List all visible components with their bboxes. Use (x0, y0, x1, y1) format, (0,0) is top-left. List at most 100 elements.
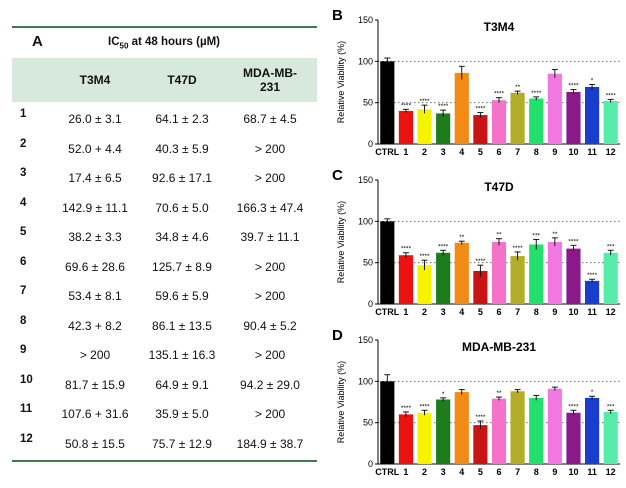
bar (491, 398, 507, 464)
bar (454, 72, 469, 144)
table-row: 8 42.3 + 8.2 86.1 ± 13.5 90.4 ± 5.2 (12, 313, 317, 333)
row-id: 9 (20, 344, 27, 356)
panel-letter-a: A (32, 33, 43, 50)
bar (510, 256, 525, 304)
x-tick-label: 6 (496, 307, 501, 317)
table-cell: 53.4 ± 8.1 (68, 289, 122, 303)
x-tick-label: 5 (478, 307, 483, 317)
significance-label: **** (438, 243, 449, 250)
table-cell: 142.9 ± 11.1 (62, 200, 128, 215)
significance-label: *** (607, 403, 615, 410)
significance-label: **** (587, 272, 598, 279)
bar (547, 73, 562, 144)
significance-label: **** (401, 102, 412, 109)
table-cell: 34.8 ± 4.6 (155, 230, 209, 244)
x-tick-label: 7 (515, 307, 520, 317)
table-cell: 50.8 ± 15.5 (65, 436, 125, 451)
table-cell: 94.2 ± 29.0 (240, 377, 300, 392)
bar (398, 110, 413, 144)
bar (603, 252, 618, 304)
row-id: 5 (20, 226, 27, 238)
row-id: 11 (20, 403, 33, 415)
table-header-row: T3M4 T47D MDA-MB-231 (12, 58, 317, 102)
bar (603, 411, 618, 464)
significance-label: **** (475, 106, 486, 113)
bar (529, 397, 544, 464)
significance-label: **** (419, 403, 430, 410)
significance-label: *** (607, 243, 615, 250)
table-row: 12 50.8 ± 15.5 75.7 ± 12.9 184.9 ± 38.7 (12, 431, 317, 451)
bar (566, 412, 581, 464)
x-tick-label: 9 (552, 307, 557, 317)
significance-label: **** (494, 91, 505, 98)
bar (566, 248, 581, 304)
y-tick-label: 50 (363, 418, 373, 428)
y-tick-label: 0 (368, 299, 373, 309)
x-tick-label: 11 (587, 147, 597, 157)
table-cell: 184.9 ± 38.7 (236, 436, 304, 451)
table-cell: 81.7 ± 15.9 (65, 377, 125, 392)
x-tick-label: 3 (441, 147, 446, 157)
table-cell: > 200 (254, 259, 286, 274)
bar (454, 242, 469, 304)
x-tick-label: 6 (496, 467, 501, 477)
significance-label: **** (568, 238, 579, 245)
bar (529, 244, 544, 304)
y-tick-label: 0 (368, 459, 373, 469)
bar (510, 391, 525, 464)
x-tick-label: 4 (459, 307, 464, 317)
table-row: 5 38.2 ± 3.3 34.8 ± 4.6 39.7 ± 11.1 (12, 224, 317, 244)
table-row: 1 26.0 ± 3.1 64.1 ± 2.3 68.7 ± 4.5 (12, 106, 317, 126)
bar (510, 92, 525, 144)
y-tick-label: 100 (358, 376, 373, 386)
x-tick-label: 12 (606, 147, 616, 157)
bar (473, 270, 488, 304)
table-row: 4 142.9 ± 11.1 70.6 ± 5.0 166.3 ± 47.4 (12, 195, 317, 215)
x-tick-label: 12 (606, 307, 616, 317)
significance-label: ** (496, 232, 502, 239)
x-tick-label: 5 (478, 147, 483, 157)
table-cell: 52.0 + 4.4 (68, 141, 122, 156)
significance-label: **** (401, 246, 412, 253)
significance-label: **** (438, 103, 449, 110)
y-tick-label: 150 (358, 15, 373, 25)
table-cell: > 200 (254, 348, 286, 362)
x-tick-label: CTRL (375, 307, 399, 317)
x-tick-label: 4 (459, 467, 464, 477)
bar (547, 388, 562, 464)
significance-label: ** (459, 234, 465, 241)
x-tick-label: CTRL (375, 467, 399, 477)
row-id: 2 (20, 137, 27, 150)
chart-t47d: C T47D Relative Viability (%) 0 50 100 150 CTRL… (332, 167, 620, 317)
table-cell: > 200 (254, 289, 286, 303)
panel-letter: B (332, 7, 343, 24)
row-id: 10 (20, 373, 33, 386)
x-tick-label: 7 (515, 147, 520, 157)
chart-mda-mb-231: D MDA-MB-231 Relative Viability (%) 0 50 100 1… (332, 327, 620, 477)
x-tick-label: 10 (568, 307, 578, 317)
bar (417, 412, 432, 464)
significance-label: **** (531, 90, 542, 97)
column-header-mda-mb-231: MDA-MB-231 (243, 66, 297, 94)
row-id: 12 (20, 432, 33, 445)
x-tick-label: 2 (422, 467, 427, 477)
x-tick-label: 7 (515, 467, 520, 477)
y-axis-label: Relative Viability (%) (336, 201, 346, 283)
table-cell: 69.6 ± 28.6 (65, 259, 125, 274)
y-tick-label: 100 (358, 56, 373, 66)
chart-title: T47D (484, 180, 514, 194)
significance-label: **** (419, 253, 430, 260)
table-cell: 26.0 ± 3.1 (68, 112, 122, 126)
bar (417, 109, 432, 144)
table-cell: > 200 (254, 141, 286, 156)
table-cell: 64.9 ± 9.1 (155, 377, 209, 392)
bar (380, 221, 395, 304)
bar (436, 399, 451, 464)
table-cell: 35.9 ± 5.0 (155, 407, 209, 421)
bar (585, 397, 600, 464)
x-tick-label: 12 (606, 467, 616, 477)
bar (417, 265, 432, 304)
y-tick-label: 150 (358, 335, 373, 345)
bar (491, 242, 507, 304)
table-title-prefix: IC (108, 36, 120, 48)
